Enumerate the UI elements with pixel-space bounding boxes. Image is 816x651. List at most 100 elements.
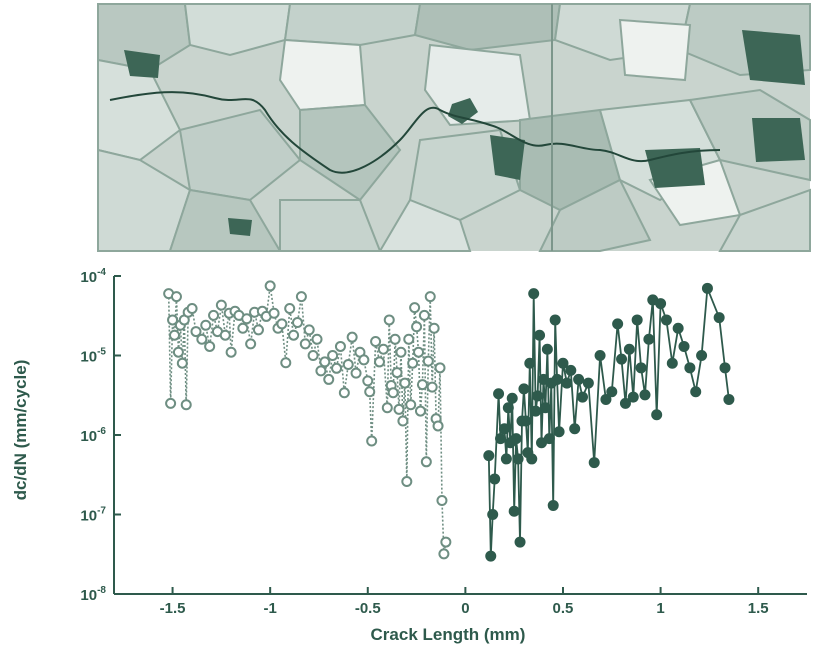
- y-tick-label: 10-6: [80, 426, 106, 445]
- y-tick-label: 10-8: [80, 585, 106, 604]
- y-axis-title: dc/dN (mm/cycle): [11, 360, 30, 501]
- x-tick-label: 0: [461, 600, 469, 617]
- data-point: [393, 403, 405, 415]
- data-point: [405, 399, 417, 411]
- x-axis-title: Crack Length (mm): [371, 625, 526, 644]
- data-point: [342, 359, 354, 371]
- data-point: [167, 314, 179, 326]
- data-point: [588, 457, 600, 469]
- data-point: [672, 322, 684, 334]
- data-point: [416, 379, 428, 391]
- data-point: [346, 331, 358, 343]
- data-point: [180, 399, 192, 411]
- dark-grains: [124, 30, 805, 236]
- data-point: [530, 405, 542, 417]
- data-point: [655, 298, 667, 310]
- data-point: [518, 383, 530, 395]
- data-point: [524, 357, 536, 369]
- axes-layer: [113, 276, 807, 595]
- data-point: [508, 505, 520, 517]
- data-point: [190, 326, 202, 338]
- data-point: [196, 333, 208, 345]
- data-point: [483, 450, 495, 462]
- data-point: [303, 324, 315, 336]
- data-point: [532, 390, 544, 402]
- data-point: [315, 365, 327, 377]
- data-point: [280, 357, 292, 369]
- data-point: [489, 473, 501, 485]
- x-tick-label: -1: [263, 600, 276, 617]
- y-tick-label: 10-7: [80, 506, 106, 525]
- series-layer: [163, 280, 735, 562]
- data-point: [208, 309, 220, 321]
- data-point: [502, 402, 514, 414]
- y-ticks: 10-8 10-7 10-6 10-5 10-4: [80, 267, 121, 604]
- data-point: [311, 333, 323, 345]
- data-point: [407, 357, 419, 369]
- data-point: [520, 415, 532, 427]
- data-point: [606, 386, 618, 398]
- data-point: [399, 377, 411, 389]
- data-point: [723, 393, 735, 405]
- data-point: [434, 362, 446, 374]
- data-point: [600, 393, 612, 405]
- data-point: [409, 302, 421, 314]
- data-point: [539, 402, 551, 414]
- data-point: [485, 550, 497, 562]
- data-point: [299, 338, 311, 350]
- data-point: [719, 362, 731, 374]
- data-point: [440, 536, 452, 548]
- data-point: [319, 356, 331, 368]
- data-point: [200, 319, 212, 331]
- data-point: [389, 333, 401, 345]
- data-point: [165, 397, 177, 409]
- data-point: [541, 343, 553, 355]
- data-point: [418, 309, 430, 321]
- x-tick-label: 1.5: [748, 600, 769, 617]
- data-point: [245, 338, 257, 350]
- data-point: [169, 329, 181, 341]
- data-point: [701, 282, 713, 294]
- data-point: [534, 329, 546, 341]
- data-point: [500, 453, 512, 465]
- data-point: [514, 536, 526, 548]
- data-point: [334, 340, 346, 352]
- data-point: [403, 333, 415, 345]
- data-point: [414, 405, 426, 417]
- data-point: [276, 318, 288, 330]
- data-point: [493, 388, 505, 400]
- data-point: [569, 423, 581, 435]
- data-point: [377, 343, 389, 355]
- data-point: [553, 426, 565, 438]
- data-point: [323, 373, 335, 385]
- data-point: [426, 381, 438, 393]
- data-point: [551, 373, 563, 385]
- data-point: [577, 391, 589, 403]
- data-point: [172, 346, 184, 358]
- data-point: [284, 303, 296, 315]
- data-point: [338, 387, 350, 399]
- data-point: [252, 324, 264, 336]
- data-point: [487, 509, 499, 520]
- data-point: [327, 350, 339, 361]
- data-point: [690, 386, 702, 398]
- data-point: [643, 333, 655, 345]
- data-point: [684, 362, 696, 374]
- data-point: [397, 415, 409, 427]
- data-point: [391, 367, 403, 379]
- data-point: [219, 329, 231, 341]
- data-point: [291, 317, 303, 329]
- data-point: [713, 312, 725, 324]
- data-point: [215, 299, 227, 311]
- data-point: [350, 367, 362, 379]
- data-point: [204, 340, 216, 352]
- data-point: [623, 343, 635, 355]
- micrograph-image: [97, 3, 811, 252]
- data-point: [627, 391, 639, 403]
- data-point: [547, 499, 559, 511]
- data-point: [186, 303, 198, 315]
- data-point: [678, 340, 690, 352]
- data-point: [370, 336, 382, 348]
